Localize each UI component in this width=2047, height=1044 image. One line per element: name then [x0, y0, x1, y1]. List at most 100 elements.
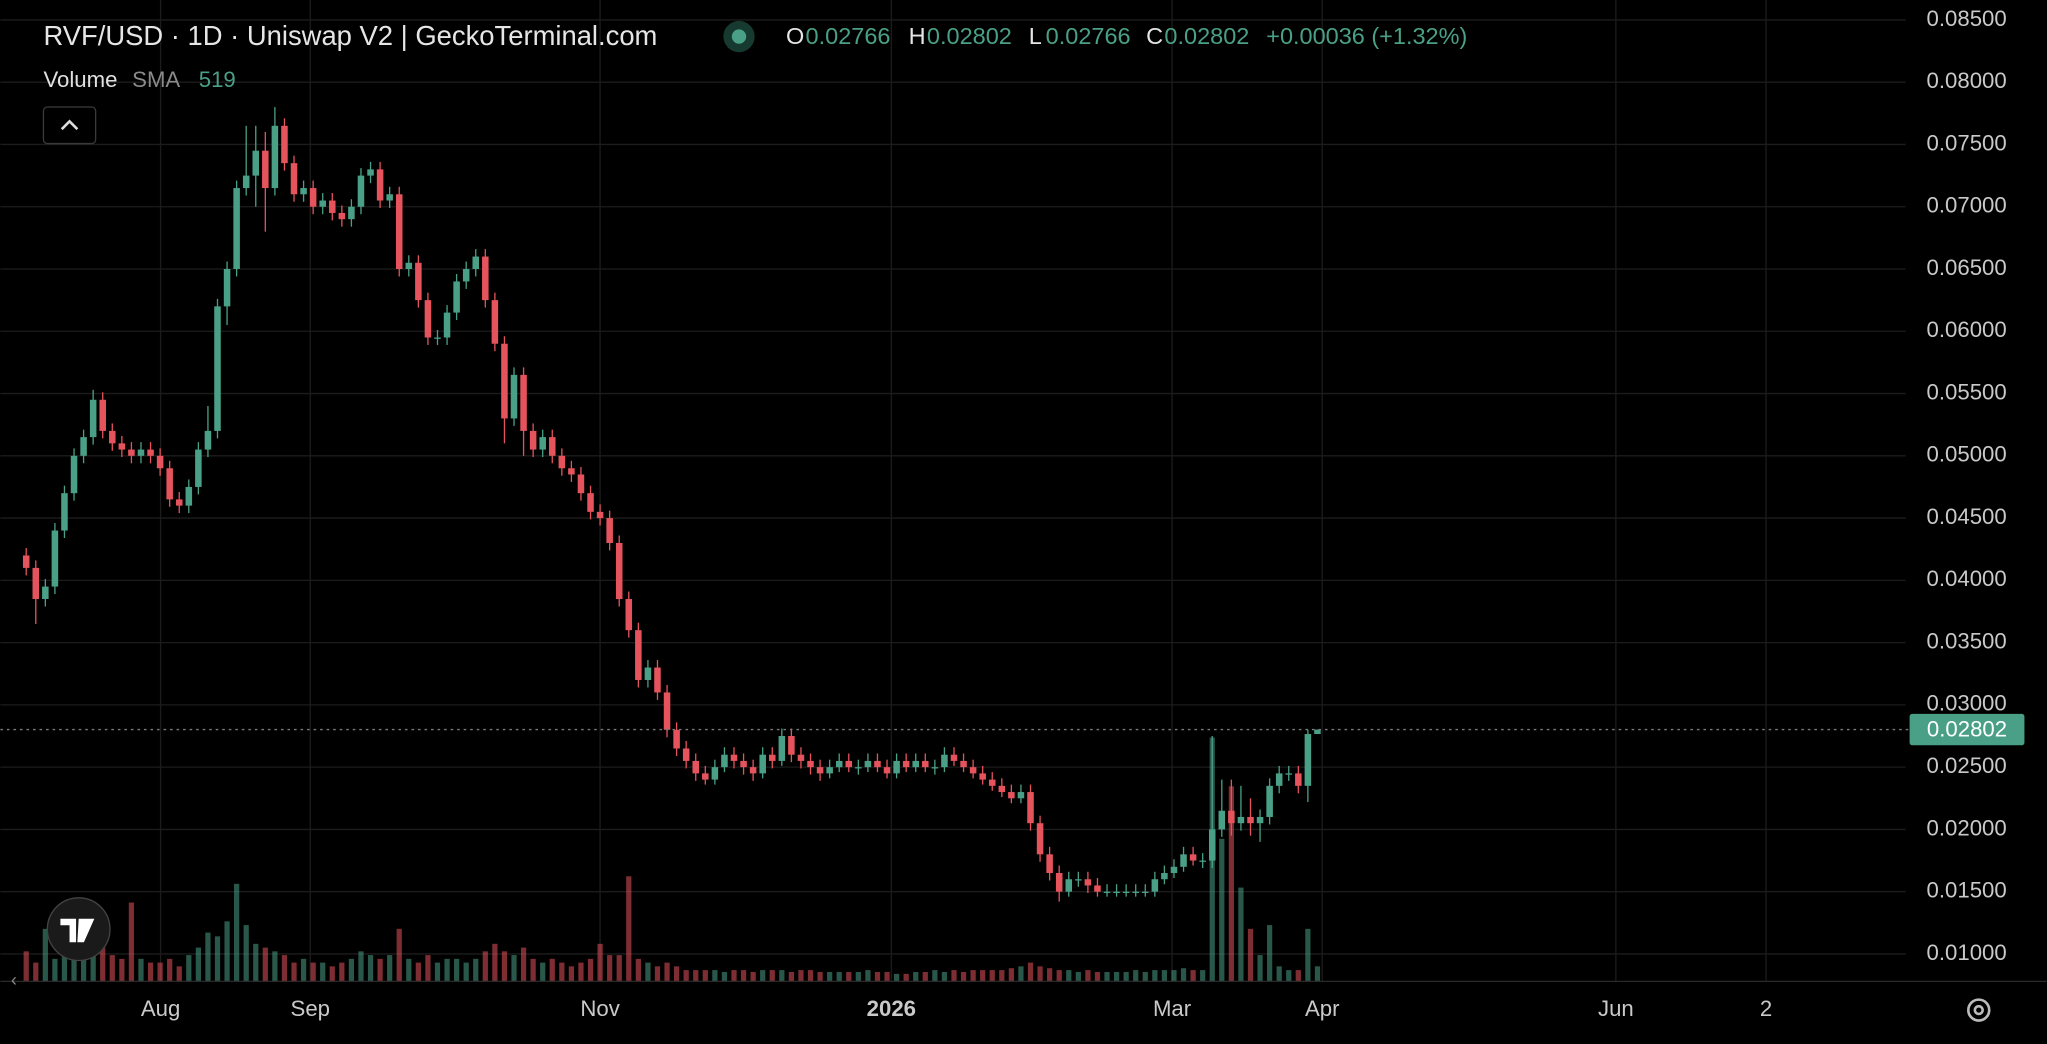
volume-bar: [884, 971, 890, 982]
volume-bar: [702, 970, 708, 982]
candle-body: [367, 169, 374, 176]
candle-body: [807, 760, 814, 768]
volume-bar: [578, 962, 584, 982]
volume-bar: [1094, 971, 1101, 982]
volume-bar: [511, 955, 517, 982]
candle-body: [309, 188, 317, 207]
volume-label: Volume: [43, 67, 117, 92]
candle-body: [931, 767, 939, 769]
candle-body: [635, 630, 642, 680]
volume-bar: [358, 951, 364, 982]
candle-body: [1151, 879, 1159, 892]
last-price-box: [1909, 713, 2025, 746]
candle-body: [395, 194, 403, 270]
candle-body: [874, 760, 881, 768]
candle-body: [998, 785, 1006, 793]
candle-body: [960, 760, 967, 768]
candle-body: [386, 194, 393, 201]
candle-body: [883, 767, 891, 774]
y-tick-label: 0.03000: [1927, 691, 2007, 716]
candle-body: [625, 599, 633, 631]
volume-bar: [874, 971, 881, 982]
volume-bar: [310, 962, 316, 982]
candle-body: [290, 163, 298, 195]
candle-body: [99, 399, 106, 431]
candle-body: [42, 586, 49, 600]
volume-bar: [71, 947, 77, 982]
candle-body: [233, 188, 240, 270]
candle-body: [1266, 785, 1273, 817]
candle-body: [606, 518, 613, 543]
volume-bar: [109, 955, 115, 982]
volume-bar: [769, 970, 775, 982]
volume-bar: [549, 958, 555, 982]
x-tick-label: 2: [1760, 996, 1772, 1021]
legend-o: O: [786, 23, 804, 49]
volume-bar: [750, 971, 756, 982]
candle-body: [1084, 879, 1092, 886]
candle-body: [797, 754, 805, 761]
volume-bar: [167, 958, 173, 982]
volume-bar: [329, 966, 335, 982]
candle-body: [357, 175, 365, 207]
volume-bar: [138, 958, 144, 982]
candle-body: [1237, 816, 1245, 824]
x-tick-label: Aug: [141, 996, 180, 1021]
volume-bar: [779, 970, 785, 982]
candle-body: [922, 760, 929, 768]
volume-bar: [587, 958, 594, 982]
volume-bar: [760, 970, 766, 982]
candle-body: [405, 262, 413, 270]
candle-body: [941, 754, 948, 768]
collapse-button[interactable]: [42, 106, 97, 145]
volume-bar: [951, 970, 957, 982]
candle-body: [520, 374, 527, 431]
scroll-left[interactable]: ‹: [11, 969, 17, 990]
volume-bar: [1295, 970, 1301, 982]
volume-bar: [740, 970, 747, 982]
volume-bar: [540, 962, 546, 982]
volume-bar: [253, 943, 259, 982]
candle-body: [615, 542, 623, 600]
volume-bar: [1190, 970, 1196, 982]
volume-bar: [530, 958, 536, 982]
chart-title: RVF/USD · 1D · Uniswap V2 | GeckoTermina…: [43, 20, 657, 51]
candle-body: [137, 449, 145, 456]
candle-body: [262, 150, 269, 189]
candle-body: [1132, 891, 1139, 893]
volume-bar: [865, 970, 871, 982]
volume-bar: [1018, 966, 1024, 982]
volume-bar: [1075, 971, 1081, 982]
candle-body: [969, 767, 977, 774]
candle-body: [864, 760, 872, 768]
candle-body: [778, 736, 786, 761]
candle-body: [415, 262, 422, 301]
candle-body: [204, 430, 212, 450]
volume-bar: [367, 955, 374, 982]
candle-body: [1008, 792, 1015, 799]
y-tick-label: 0.08000: [1927, 68, 2007, 93]
candle-body: [242, 175, 250, 189]
volume-bar: [731, 970, 737, 982]
status-dot: [731, 29, 747, 44]
candle-body: [510, 374, 518, 419]
candle-body: [1113, 891, 1120, 893]
volume-bar: [243, 925, 249, 982]
candle-body: [740, 760, 747, 768]
candle-body: [501, 343, 508, 419]
candle-body: [338, 212, 346, 220]
candle-body: [491, 300, 499, 344]
legend-open: 0.02766: [806, 23, 891, 49]
volume-bar: [635, 958, 641, 982]
volume-bar: [1286, 970, 1292, 982]
settings-icon[interactable]: [1967, 998, 1991, 1022]
volume-bar: [1056, 970, 1062, 982]
candle-body: [70, 455, 78, 494]
x-tick-label: Apr: [1305, 996, 1340, 1021]
volume-bar: [157, 962, 163, 982]
candle-body: [1218, 810, 1226, 830]
candle-body: [1046, 854, 1053, 874]
candle-body: [175, 499, 183, 506]
candle-body: [434, 337, 441, 339]
